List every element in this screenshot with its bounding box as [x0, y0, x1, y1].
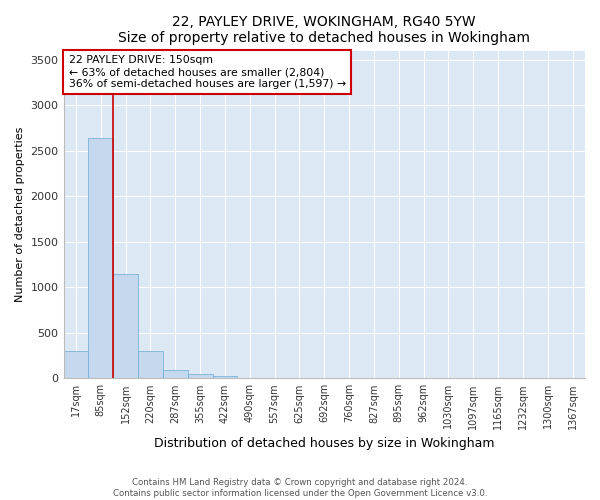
Text: 22 PAYLEY DRIVE: 150sqm
← 63% of detached houses are smaller (2,804)
36% of semi: 22 PAYLEY DRIVE: 150sqm ← 63% of detache…: [69, 56, 346, 88]
Bar: [88, 138, 113, 378]
Title: 22, PAYLEY DRIVE, WOKINGHAM, RG40 5YW
Size of property relative to detached hous: 22, PAYLEY DRIVE, WOKINGHAM, RG40 5YW Si…: [118, 15, 530, 45]
Bar: [188, 374, 212, 378]
Bar: [64, 352, 88, 378]
Text: Contains HM Land Registry data © Crown copyright and database right 2024.
Contai: Contains HM Land Registry data © Crown c…: [113, 478, 487, 498]
Bar: [212, 376, 238, 378]
Bar: [138, 350, 163, 378]
X-axis label: Distribution of detached houses by size in Wokingham: Distribution of detached houses by size …: [154, 437, 494, 450]
Y-axis label: Number of detached properties: Number of detached properties: [15, 126, 25, 302]
Bar: [113, 274, 138, 378]
Bar: [163, 370, 188, 378]
